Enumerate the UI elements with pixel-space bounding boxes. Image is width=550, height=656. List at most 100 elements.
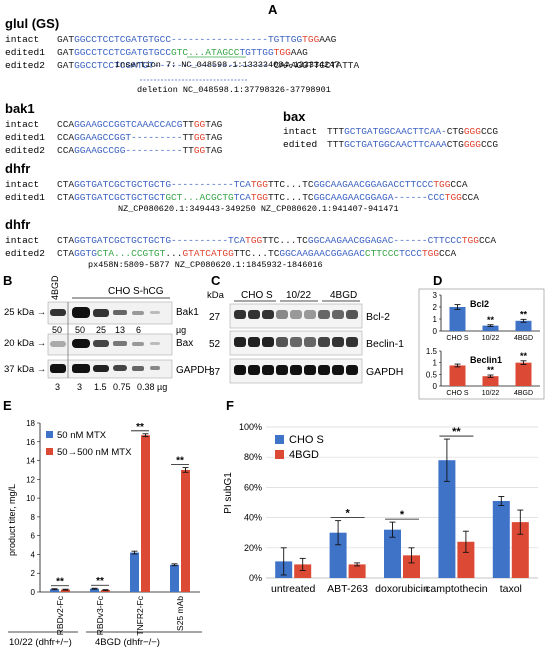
bak1-seq-0-seg-4: TAG bbox=[205, 119, 222, 130]
blot-c-band-2-8 bbox=[346, 365, 358, 375]
band-b-bak1-4 bbox=[113, 310, 127, 315]
chart-e-ytick-label-5: 10 bbox=[26, 494, 35, 503]
blot-c-band-2-7 bbox=[332, 365, 344, 375]
blot-b-kda-25: 25 kDa → bbox=[4, 307, 46, 318]
chart-f: 0% 20% 40% 60% 80% 100% untreated * ABT-263 * doxo… bbox=[239, 422, 538, 595]
chart-f-ytick-label-0: 0% bbox=[249, 573, 262, 583]
dhfr2-sequence-1: CTAGGTGCTA...CCGTGT...GTATCATGGTTC...TCG… bbox=[57, 248, 456, 259]
blot-b-label-bak1: Bak1 bbox=[176, 307, 199, 318]
glul-seq-1-seg-6: AAG bbox=[291, 47, 308, 58]
chart-f-ytick-label-3: 60% bbox=[244, 482, 262, 492]
chart-f-bar-1-4 bbox=[511, 522, 529, 578]
dhfr2-seq-0-seg-9: TGG bbox=[462, 235, 479, 246]
chart-f-xlabel-1: ABT-263 bbox=[327, 583, 368, 595]
chart-d-1-ytick-label-0: 0 bbox=[433, 382, 438, 391]
panel-d-letter: D bbox=[433, 273, 442, 288]
bax-seq-1-seg-2: A bbox=[441, 139, 447, 150]
bak1-seq-0-seg-1: GGAAGCCGGTCAAACCACG bbox=[74, 119, 183, 130]
band-b-gapdh-1 bbox=[50, 364, 66, 373]
chart-e-ytick-label-7: 14 bbox=[26, 457, 35, 466]
bax-seq-0-seg-0: TTT bbox=[327, 126, 344, 137]
blot-c-mw-27: 27 bbox=[209, 312, 221, 323]
chart-f-legend-label-1: 4BGD bbox=[289, 449, 319, 461]
bak1-seq-0-seg-0: CCA bbox=[57, 119, 74, 130]
glul-seq-1-seg-2: GTC...ATA bbox=[171, 47, 223, 58]
dhfr2-seq-1-seg-2: CTA...CCGTGT bbox=[97, 248, 166, 259]
dhfr2-seq-1-seg-9: TCCC bbox=[399, 248, 422, 259]
chart-e-sig-0: ** bbox=[56, 577, 64, 588]
blot-b-kda-37: 37 kDa → bbox=[4, 364, 46, 375]
chart-e-ytick-label-0: 0 bbox=[31, 588, 36, 597]
chart-f-xlabel-2: doxorubicin bbox=[375, 583, 429, 595]
blot-c-band-0-6 bbox=[318, 310, 330, 319]
bax-seq-1-seg-5: CCG bbox=[481, 139, 498, 150]
blot-c-band-0-7 bbox=[332, 310, 344, 319]
panel-a: A glul (GS) intact GATGGCCTCCTCGATGTGCC--… bbox=[5, 2, 498, 270]
chart-f-bar-0-1 bbox=[329, 532, 347, 578]
band-b-bak1-1 bbox=[50, 309, 66, 316]
chart-e: 0 2 4 6 8 10 12 14 16 18 ** RBDv2-Fc ** RBDv3-Fc ** TNF… bbox=[8, 419, 202, 648]
chart-e-ytick-label-6: 12 bbox=[26, 475, 35, 484]
dhfr1-seq-0-seg-1: GGTGATCGCTGCTGCTG bbox=[74, 179, 171, 190]
chart-e-bar-0-3 bbox=[170, 564, 179, 592]
glul-seq-1-seg-1: GGCCTCCTCGATGTGCC bbox=[74, 47, 171, 58]
glul-seq-0-seg-3: TGTTGG bbox=[268, 34, 303, 45]
dhfr2-seq-0-seg-2: ---------- bbox=[171, 235, 228, 246]
blot-c-kda: kDa bbox=[207, 290, 225, 301]
dhfr1-seq-1-seg-12: CCA bbox=[462, 192, 479, 203]
panel-d: D 0 1 2 3 Bcl2 CHO S ** 10/22 ** 4BGD 0 0.5 1 1.5 Becl… bbox=[418, 273, 545, 400]
blot-b-gapdh-amount-4: 0.75 bbox=[113, 382, 131, 392]
blot-c-label-bcl2: Bcl-2 bbox=[366, 311, 390, 323]
bak1-label-0: intact bbox=[5, 119, 39, 130]
blot-c-band-2-3 bbox=[276, 365, 288, 375]
bak1-sequences: intact CCAGGAAGCCGGTCAAACCACGTTGGTAGedite… bbox=[5, 119, 223, 156]
glul-seq-0-seg-2: ----------------- bbox=[171, 34, 268, 45]
chart-d-1-xlabel-0: CHO S bbox=[446, 390, 469, 397]
bak1-sequence-0: CCAGGAAGCCGGTCAAACCACGTTGGTAG bbox=[57, 119, 223, 130]
bak1-seq-2-seg-5: TAG bbox=[205, 145, 222, 156]
dhfr1-seq-0-seg-0: CTA bbox=[57, 179, 74, 190]
blot-c-band-0-0 bbox=[234, 310, 246, 319]
glul-sequence-2: GATGGCCTCCTCGATGT---------------------CA… bbox=[57, 60, 359, 71]
panel-e-letter: E bbox=[3, 398, 12, 413]
dhfr2-seq-0-seg-6: GGCAAGAACGGAGAC bbox=[308, 235, 394, 246]
chart-f-ytick-label-1: 20% bbox=[244, 543, 262, 553]
blot-c-mw-37: 37 bbox=[209, 367, 221, 378]
blot-c-band-0-3 bbox=[276, 310, 288, 319]
bax-seq-0-seg-5: CCG bbox=[481, 126, 498, 137]
chart-e-xlabel-3: S25 mAb bbox=[175, 596, 185, 631]
bak1-seq-2-seg-4: GG bbox=[194, 145, 206, 156]
bax-label-0: intact bbox=[283, 126, 317, 137]
band-b-gapdh-4 bbox=[113, 365, 127, 371]
chart-f-bar-1-2 bbox=[403, 555, 420, 578]
blot-c-band-1-3 bbox=[276, 337, 288, 347]
chart-d-0-ytick-label-3: 3 bbox=[433, 291, 438, 300]
band-b-bax-1 bbox=[50, 341, 66, 347]
chart-f-ytick-label-2: 40% bbox=[244, 513, 262, 523]
dhfr2-seq-0-seg-8: CTTCCC bbox=[428, 235, 463, 246]
chart-e-bar-1-2 bbox=[141, 435, 150, 592]
dhfr2-seq-1-seg-1: GGTG bbox=[74, 248, 97, 259]
glul-seq-1-seg-4: TGTTGG bbox=[239, 47, 274, 58]
dhfr1-seq-1-seg-7: TTC...TC bbox=[268, 192, 314, 203]
panel-d-frame bbox=[418, 288, 545, 400]
blot-c-band-0-2 bbox=[262, 310, 274, 319]
dhfr1-seq-1-seg-11: TGG bbox=[445, 192, 462, 203]
blot-c-band-1-4 bbox=[290, 337, 302, 347]
blot-c-band-2-5 bbox=[304, 365, 316, 375]
blot-c-band-1-1 bbox=[248, 337, 260, 347]
dhfr2-seq-0-seg-1: GGTGATCGCTGCTGCTG bbox=[74, 235, 171, 246]
blot-b-side-header: 4BGD bbox=[50, 275, 60, 300]
chart-f-sig-1: * bbox=[345, 508, 350, 520]
band-b-bax-3 bbox=[93, 340, 109, 347]
blot-b-label-bax: Bax bbox=[176, 338, 193, 349]
panel-b: B 4BGD CHO S-hCG 25 kDa → 20 kDa → 37 kD… bbox=[3, 273, 212, 392]
band-b-bak1-2 bbox=[72, 307, 90, 318]
chart-e-ylabel: product titer, mg/L bbox=[7, 484, 17, 556]
dhfr2-seq-0-seg-0: CTA bbox=[57, 235, 74, 246]
chart-e-xlabel-2: TNFR2-Fc bbox=[135, 595, 145, 635]
dhfr1-seq-0-seg-8: CCA bbox=[450, 179, 467, 190]
chart-d-1-bar-1 bbox=[482, 376, 499, 386]
blot-c-band-1-8 bbox=[346, 337, 358, 347]
glul-seq-0-seg-1: GGCCTCCTCGATGTGCC bbox=[74, 34, 171, 45]
